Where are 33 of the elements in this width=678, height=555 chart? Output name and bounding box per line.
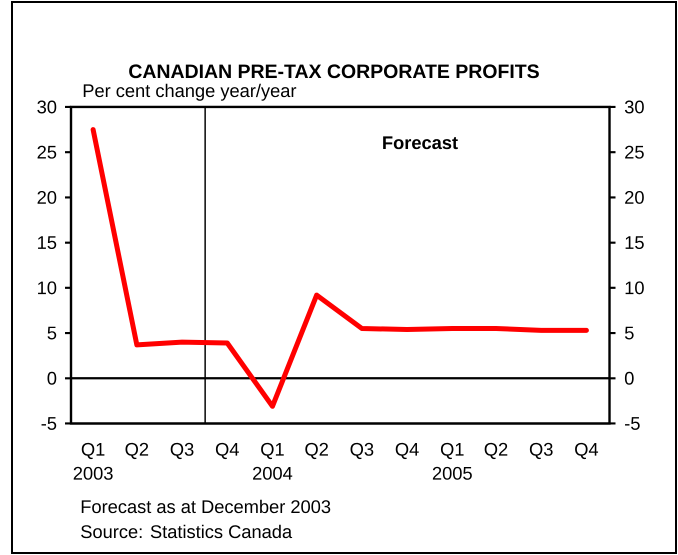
text: Forecast as at December 2003 <box>82 500 330 514</box>
x-tick-label: Q3 <box>530 442 553 460</box>
y2-tick-label: 10 <box>626 281 644 294</box>
y2-tick-label: 30 <box>624 100 644 114</box>
y-tick-label: 30 <box>37 100 56 114</box>
y-tick-label: -5 <box>42 417 56 430</box>
y2-tick-label: 15 <box>626 236 644 250</box>
y2-tick-label: -5 <box>625 417 640 430</box>
y-tick-label: 5 <box>48 326 56 340</box>
y2-tick-label: 25 <box>625 146 644 159</box>
y-tick-label: 10 <box>38 281 56 294</box>
x-tick-label: Q1 2004 <box>253 442 292 480</box>
y2-tick-label: 5 <box>624 326 634 340</box>
source-note: Source: Statistics Canada <box>81 524 292 538</box>
x-tick-label: Q3 <box>350 442 374 460</box>
y-tick-label: 20 <box>38 190 56 204</box>
x-tick-label: Q1 2003 <box>74 442 113 480</box>
x-tick-label: Q2 <box>305 442 328 460</box>
x-tick-label: Q2 <box>484 442 508 460</box>
x-tick-label: Q4 <box>575 442 598 460</box>
annotation: Forecast <box>383 136 458 150</box>
x-tick-label: Q4 <box>216 442 239 460</box>
chart-title: CANADIAN PRE-TAX CORPORATE PROFITS <box>129 64 539 78</box>
x-tick-label: Q1 2005 <box>432 442 472 480</box>
x-tick-label: Q2 <box>126 442 148 460</box>
y-tick-label: 0 <box>48 372 56 385</box>
y2-tick-label: 20 <box>625 190 644 204</box>
x-tick-label: Q3 <box>170 442 194 460</box>
y-tick-label: 25 <box>38 146 56 159</box>
y-tick-label: 15 <box>38 236 56 250</box>
y2-tick-label: 0 <box>624 372 634 385</box>
x-tick-label: Q4 <box>396 442 419 460</box>
y-axis-title: Per cent change year/year <box>84 84 296 101</box>
